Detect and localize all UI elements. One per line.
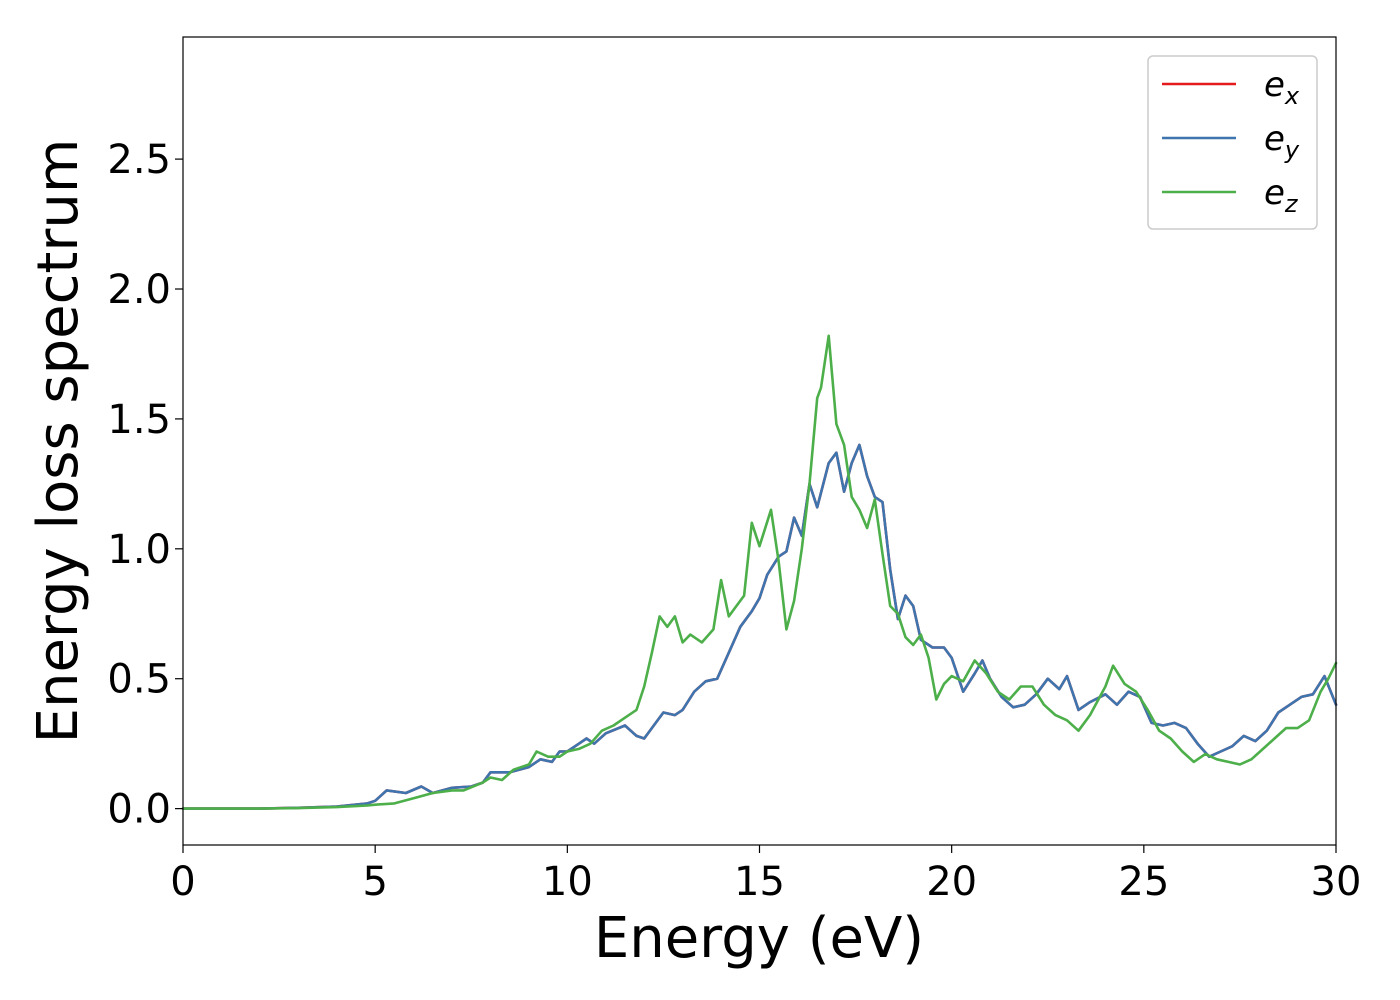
x-tick-label: 10 xyxy=(542,859,593,905)
x-axis-label: Energy (eV) xyxy=(594,906,924,971)
legend-label-e-z: ez xyxy=(1264,173,1299,218)
legend-label-e-y: ey xyxy=(1264,119,1300,164)
x-tick-label: 20 xyxy=(926,859,977,905)
y-tick-label: 1.5 xyxy=(107,397,171,443)
x-axis-ticks: 0 5 10 15 20 25 30 xyxy=(170,845,1361,905)
legend-label-main: e xyxy=(1264,173,1285,213)
x-tick-label: 5 xyxy=(362,859,387,905)
series-line-e-x xyxy=(181,443,1338,810)
series-layer xyxy=(181,334,1338,810)
y-tick-label: 0.0 xyxy=(107,787,171,833)
legend-label-main: e xyxy=(1264,119,1285,159)
y-tick-label: 2.5 xyxy=(107,137,171,183)
legend-label-sub: y xyxy=(1284,136,1300,164)
series-line-e-z xyxy=(181,334,1338,810)
x-tick-label: 30 xyxy=(1311,859,1362,905)
y-axis-ticks: 0.0 0.5 1.0 1.5 2.0 2.5 xyxy=(107,137,183,833)
legend-label-main: e xyxy=(1264,65,1285,105)
legend-label-sub: x xyxy=(1284,82,1300,110)
x-tick-label: 15 xyxy=(734,859,785,905)
legend-label-sub: z xyxy=(1284,190,1299,218)
y-tick-label: 0.5 xyxy=(107,657,171,703)
series-line-e-y xyxy=(181,443,1338,810)
legend-box xyxy=(1147,55,1318,230)
x-tick-label: 0 xyxy=(170,859,195,905)
y-axis-label: Energy loss spectrum xyxy=(26,139,91,744)
y-tick-label: 1.0 xyxy=(107,527,171,573)
y-tick-label: 2.0 xyxy=(107,267,171,313)
x-tick-label: 25 xyxy=(1118,859,1169,905)
legend-label-e-x: ex xyxy=(1264,65,1300,110)
